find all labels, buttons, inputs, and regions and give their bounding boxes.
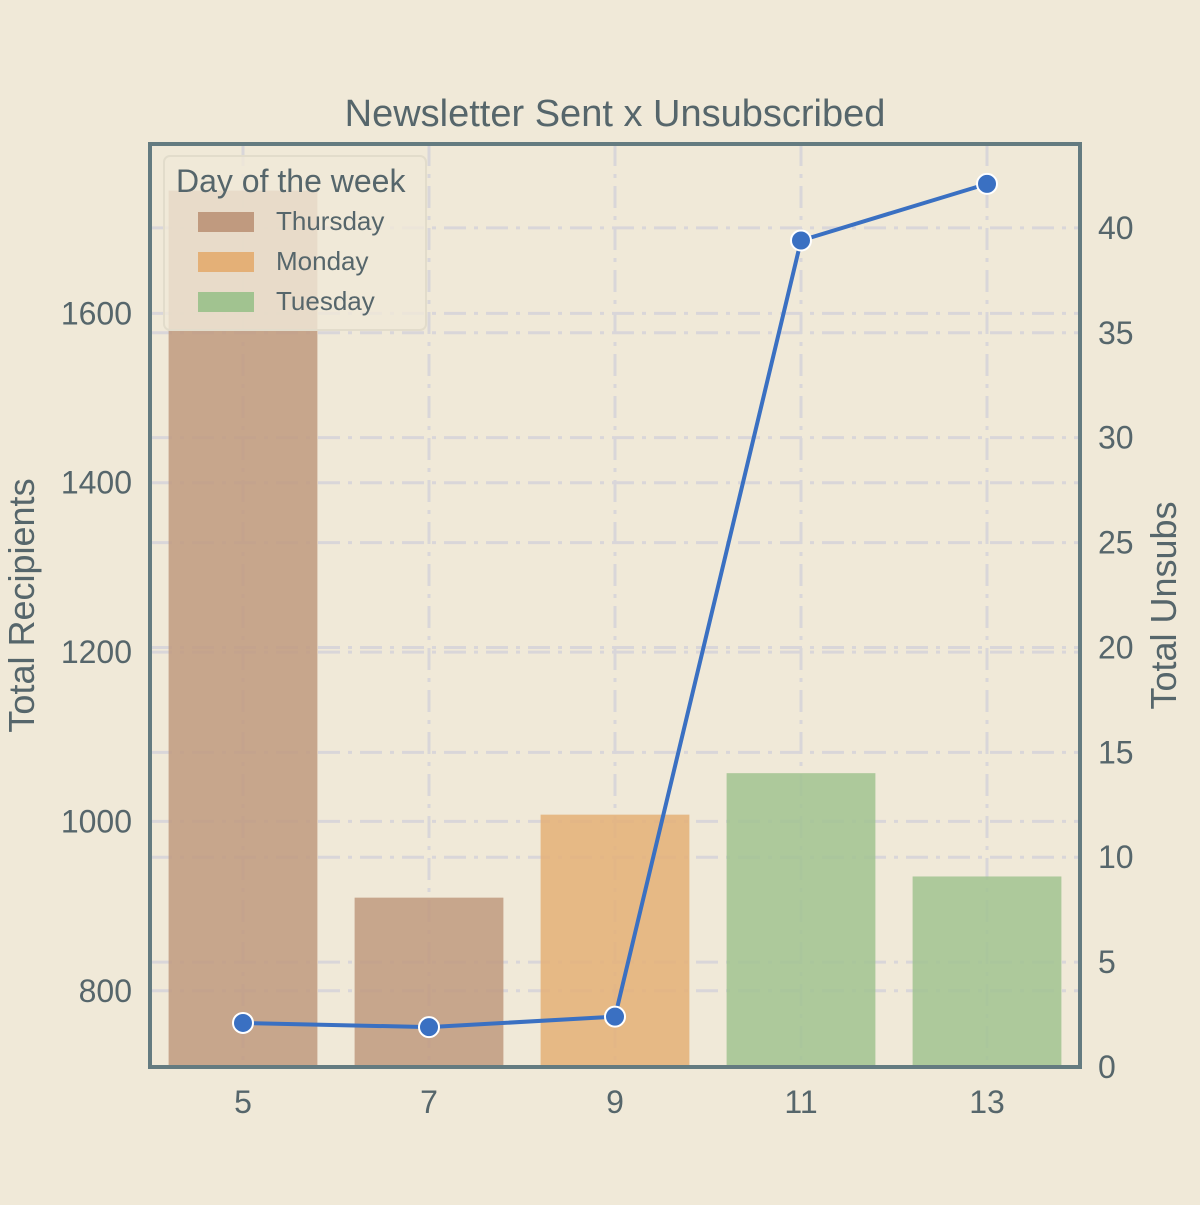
left-tick-label: 1400 — [61, 465, 132, 501]
legend-swatch-thursday — [198, 212, 254, 232]
bar-9 — [540, 814, 690, 1067]
unsubs-line-series — [232, 172, 998, 1039]
chart-title: Newsletter Sent x Unsubscribed — [345, 93, 886, 135]
right-tick-label: 25 — [1098, 525, 1134, 561]
bar-13 — [912, 876, 1062, 1067]
right-tick-label: 10 — [1098, 839, 1134, 875]
right-tick-label: 35 — [1098, 315, 1134, 351]
x-tick-label: 9 — [606, 1084, 624, 1120]
legend-swatch-tuesday — [198, 292, 254, 312]
legend-label-thursday: Thursday — [276, 206, 384, 236]
legend: Day of the week Thursday Monday Tuesday — [163, 155, 427, 331]
right-tick-label: 40 — [1098, 210, 1134, 246]
legend-label-monday: Monday — [276, 246, 369, 276]
right-tick-label: 15 — [1098, 734, 1134, 770]
unsubs-point-11 — [790, 229, 812, 252]
right-y-axis: 0 5 10 15 20 25 30 35 40 — [1098, 210, 1134, 1085]
legend-swatch-monday — [198, 252, 254, 272]
bar-11 — [726, 773, 876, 1067]
bar-5 — [168, 190, 318, 1068]
x-axis: 5 7 9 11 13 — [234, 1084, 1005, 1120]
left-tick-label: 1200 — [61, 634, 132, 670]
legend-label-tuesday: Tuesday — [276, 286, 375, 316]
x-tick-label: 13 — [969, 1084, 1005, 1120]
right-tick-label: 30 — [1098, 420, 1134, 456]
left-tick-label: 1600 — [61, 295, 132, 331]
right-tick-label: 0 — [1098, 1049, 1116, 1085]
right-tick-label: 5 — [1098, 944, 1116, 980]
bar-7 — [354, 897, 504, 1067]
legend-box — [163, 155, 427, 331]
left-y-axis: 800 1000 1200 1400 1600 — [61, 295, 132, 1008]
x-tick-label: 7 — [420, 1084, 438, 1120]
left-tick-label: 800 — [79, 973, 132, 1009]
left-tick-label: 1000 — [61, 803, 132, 839]
unsubs-point-13 — [976, 172, 998, 195]
bar-series — [168, 190, 1062, 1068]
legend-title: Day of the week — [176, 163, 406, 199]
unsubs-point-5 — [232, 1011, 254, 1034]
right-tick-label: 20 — [1098, 629, 1134, 665]
unsubs-point-7 — [418, 1016, 440, 1039]
x-tick-label: 11 — [784, 1084, 817, 1120]
left-axis-label: Total Recipients — [1, 478, 42, 732]
unsubs-point-9 — [604, 1005, 626, 1028]
plot-frame — [148, 142, 1082, 1069]
right-axis-label: Total Unsubs — [1143, 501, 1184, 709]
x-tick-label: 5 — [234, 1084, 252, 1120]
